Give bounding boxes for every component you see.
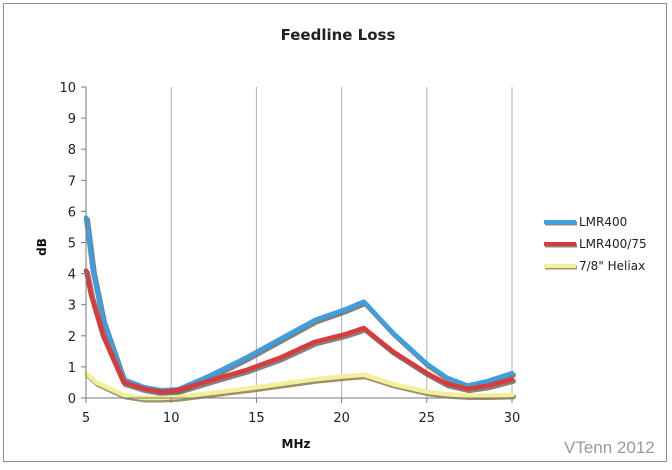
x-tick-label-30: 30: [504, 411, 521, 426]
x-tick-label-10: 10: [163, 411, 180, 426]
y-tick-label-5: 5: [68, 237, 76, 252]
series-lines: [83, 215, 516, 403]
y-tick-label-4: 4: [68, 268, 76, 283]
y-tick-label-10: 10: [59, 81, 76, 96]
series-3-line: [83, 370, 515, 401]
legend-item-3-label: 7/8" Heliax: [579, 259, 645, 273]
y-tick-label-3: 3: [68, 299, 76, 314]
x-tick-label-5: 5: [82, 411, 90, 426]
y-tick-label-2: 2: [68, 330, 76, 345]
y-tick-label-9: 9: [68, 112, 76, 127]
x-tick-label-20: 20: [333, 411, 350, 426]
tick-labels: 0 1 2 3 4 5 6 7 8 9 10 5 10 15 20 25 30: [59, 81, 520, 426]
x-tick-label-15: 15: [248, 411, 265, 426]
y-tick-label-7: 7: [68, 174, 76, 189]
legend-item-1-label: LMR400: [579, 215, 627, 229]
chart-canvas: Feedline Loss 0 1 2 3 4 5 6 7 8 9 10 5 10 15 20 25 30 dB…: [35, 26, 655, 457]
y-axis-title: dB: [35, 238, 49, 256]
legend: LMR400 LMR400/75 7/8" Heliax: [544, 215, 647, 273]
series-1-line: [83, 215, 515, 393]
series-2-line: [83, 268, 515, 395]
y-tick-label-1: 1: [68, 361, 76, 376]
chart-title: Feedline Loss: [281, 26, 396, 44]
axes: [81, 86, 513, 403]
x-axis-title: MHz: [282, 437, 311, 451]
series-1-shadow: [85, 217, 516, 395]
y-tick-label-0: 0: [68, 392, 76, 407]
watermark: VTenn 2012: [564, 438, 655, 457]
grid-lines: [170, 87, 513, 398]
legend-item-2-label: LMR400/75: [579, 237, 647, 251]
y-tick-label-6: 6: [68, 205, 76, 220]
y-tick-label-8: 8: [68, 143, 76, 158]
x-tick-label-25: 25: [419, 411, 436, 426]
chart-container: Feedline Loss 0 1 2 3 4 5 6 7 8 9 10 5 10 15 20 25 30 dB…: [3, 3, 667, 462]
